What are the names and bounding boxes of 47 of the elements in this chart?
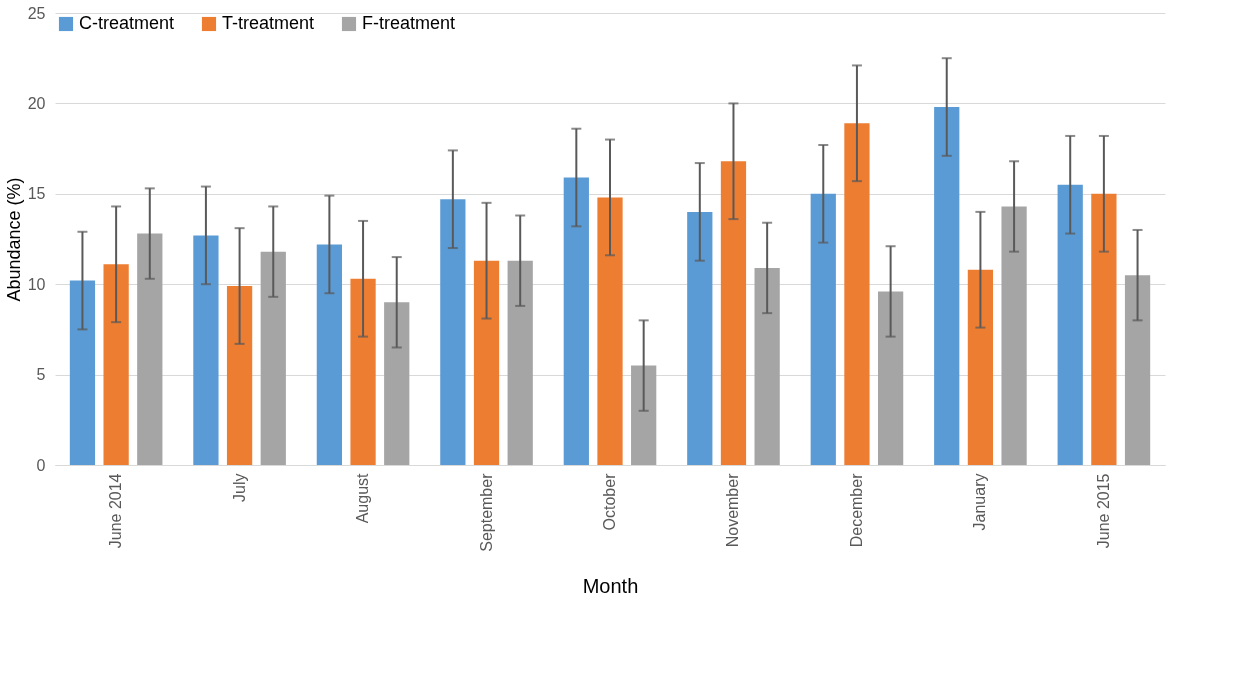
bar: [260, 251, 286, 465]
bar: [507, 260, 533, 465]
bar: [473, 260, 500, 465]
bar: [137, 233, 163, 465]
x-axis-title: Month: [582, 574, 639, 597]
bar: [69, 280, 96, 465]
bar: [440, 199, 466, 465]
x-tick-label: July: [230, 473, 248, 502]
x-tick-label: December: [847, 472, 865, 548]
bar: [226, 286, 253, 465]
y-tick-label: 0: [36, 456, 46, 474]
y-tick-label: 25: [27, 4, 46, 22]
x-tick-label: June 2015: [1094, 473, 1112, 549]
legend-label: T-treatment: [222, 13, 315, 33]
x-tick-label: September: [477, 472, 495, 552]
bar: [631, 365, 657, 465]
bar: [350, 278, 376, 465]
bar: [967, 269, 994, 465]
bar: [1124, 275, 1151, 465]
bar: [877, 291, 904, 465]
y-tick-label: 5: [36, 366, 46, 384]
x-tick-label: August: [354, 472, 372, 524]
y-tick-label: 20: [27, 94, 46, 112]
x-tick-label: October: [601, 472, 618, 531]
legend-label: C-treatment: [79, 13, 175, 33]
y-tick-label: 15: [27, 185, 46, 203]
bar: [1091, 193, 1117, 465]
bar: [754, 267, 780, 465]
y-axis-title: Abundance (%): [3, 177, 24, 302]
bar: [844, 123, 870, 465]
bar: [1001, 206, 1027, 465]
bar: [597, 197, 623, 465]
x-tick-label: January: [971, 473, 989, 531]
bar: [193, 235, 219, 465]
x-tick-label: June 2014: [107, 473, 125, 549]
bar: [720, 161, 747, 465]
bar: [1057, 184, 1083, 465]
legend-label: F-treatment: [362, 13, 456, 33]
bar: [563, 177, 589, 465]
bar: [316, 244, 343, 465]
bar: [103, 264, 129, 465]
bar: [687, 211, 713, 465]
y-tick-label: 10: [27, 275, 46, 293]
bar: [934, 107, 960, 465]
x-tick-label: November: [724, 472, 742, 548]
bar: [384, 302, 410, 465]
bar: [810, 193, 836, 465]
